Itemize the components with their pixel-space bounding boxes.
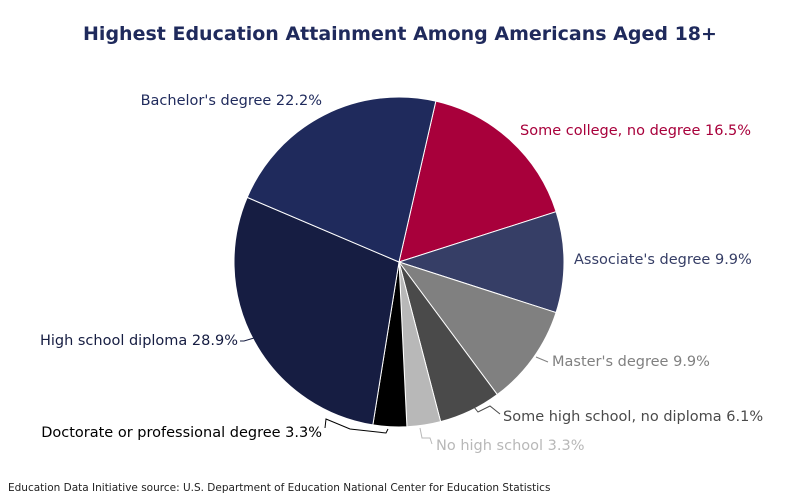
leader-line [469,401,501,415]
slice-label: No high school 3.3% [436,438,584,454]
slice-bachelor-s-degree [246,96,437,263]
leader-line [535,356,549,363]
slice-associate-s-degree [397,211,565,314]
labels: Some college, no degree 16.5% Associate's… [40,93,763,454]
slice-label: Some high school, no diploma 6.1% [503,409,763,425]
slice-label: Doctorate or professional degree 3.3% [41,425,322,441]
slice-master-s-degree [397,261,557,396]
slices [233,96,565,428]
slice-high-school-diploma [233,196,400,426]
slice-label: High school diploma 28.9% [40,333,238,349]
slice-label: Bachelor's degree 22.2% [141,93,322,109]
slice-label: Associate's degree 9.9% [574,252,752,268]
chart-source: Education Data Initiative source: U.S. D… [8,482,550,494]
slice-some-college-no-degree [398,100,557,263]
slice-label: Master's degree 9.9% [552,354,710,370]
chart-title: Highest Education Attainment Among Ameri… [83,23,717,45]
leader-line [419,427,433,445]
leader-line [240,337,255,342]
slice-label: Some college, no degree 16.5% [520,123,751,139]
leader-line [324,418,389,434]
